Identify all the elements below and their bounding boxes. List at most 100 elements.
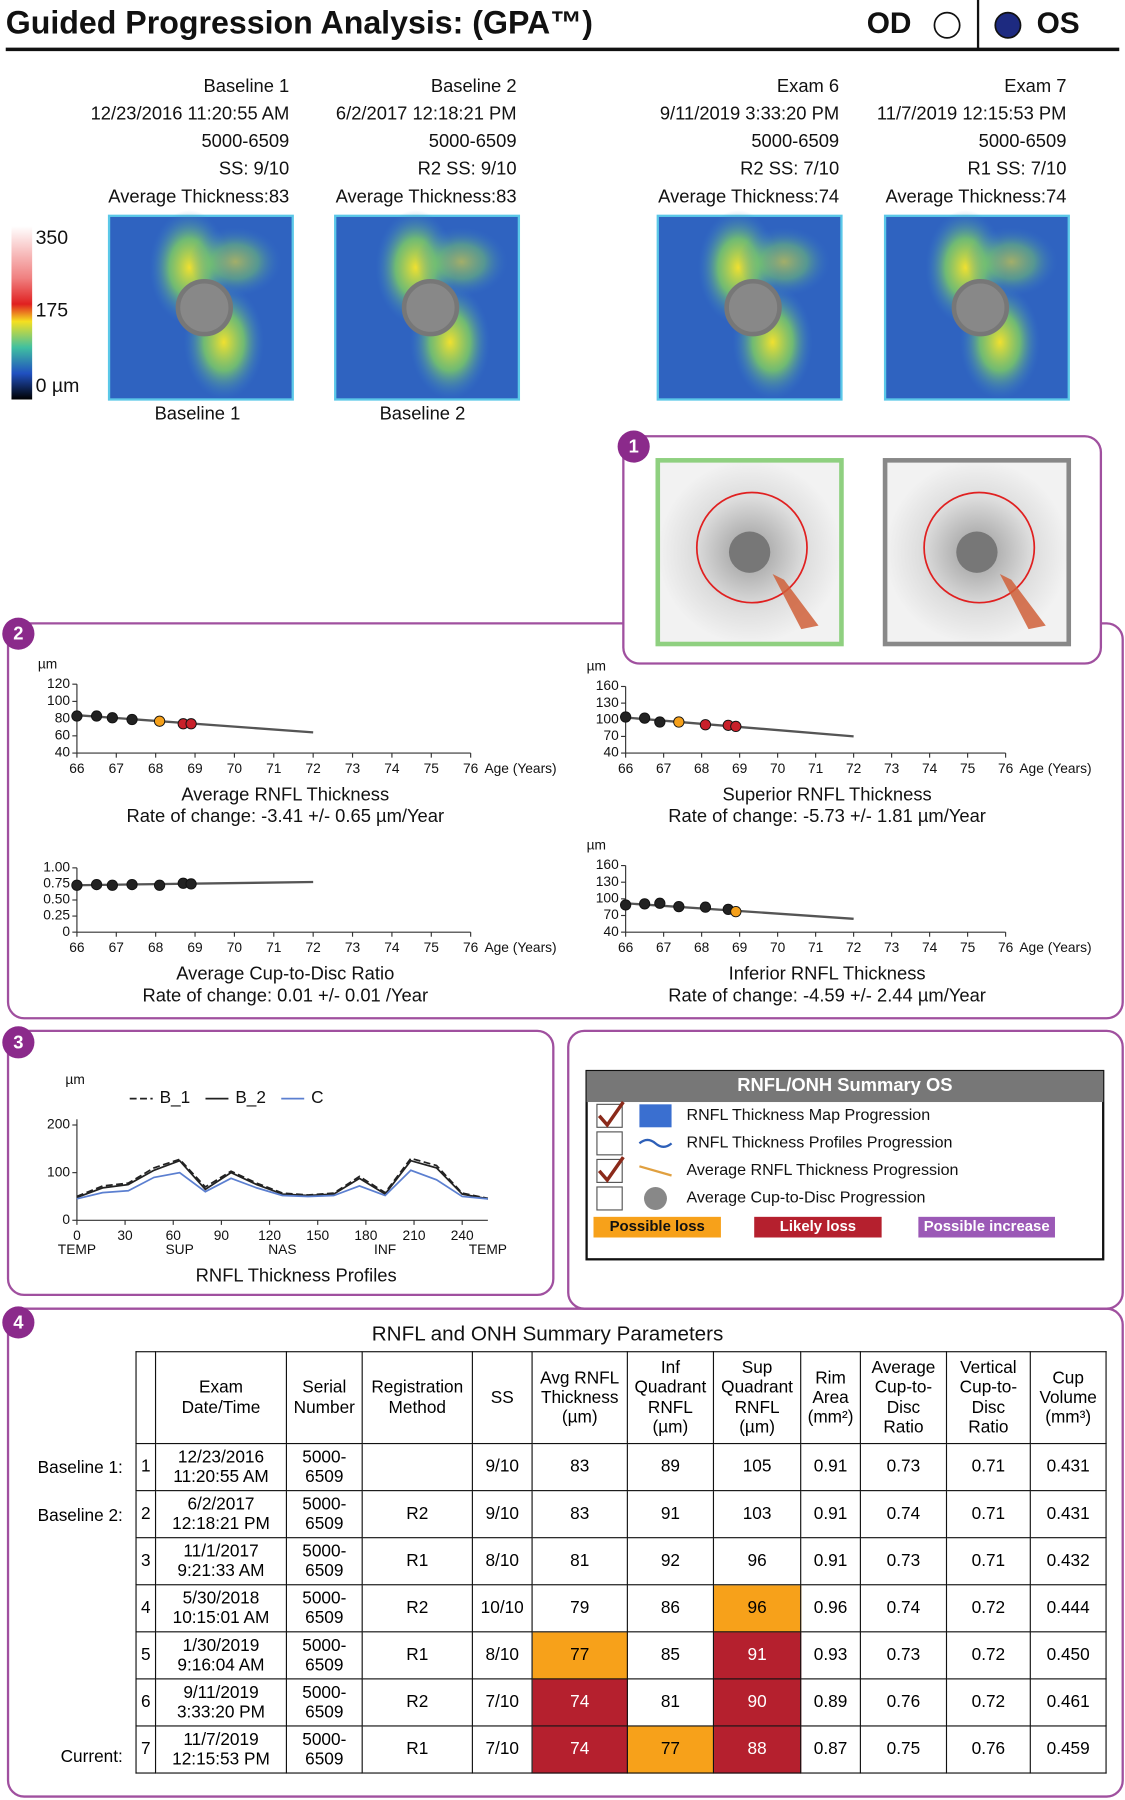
y-axis-label: µm: [38, 656, 57, 671]
table-cell: 91: [712, 1631, 802, 1680]
legend-title: RNFL/ONH Summary OS: [737, 1074, 952, 1095]
table-cell: [361, 1442, 473, 1492]
exam-info: Average Thickness:74: [658, 185, 839, 206]
x-tick-label: 75: [424, 940, 440, 955]
table-row: 4 5/30/2018 10:15:01 AM 5000- 6509 R2 10/10 7…: [135, 1584, 1107, 1633]
table-cell: 79: [531, 1584, 628, 1633]
exam-info: R1 SS: 7/10: [967, 158, 1066, 179]
table-cell: 5000- 6509: [285, 1537, 363, 1586]
data-point: [639, 712, 651, 724]
os-indicator: [994, 11, 1022, 39]
table-cell: 77: [626, 1725, 715, 1774]
table-row: 3 11/1/2017 9:21:33 AM 5000- 6509 R1 8/10 81 9…: [135, 1537, 1107, 1586]
x-tick-label: 90: [214, 1228, 230, 1243]
x-tick-label: 74: [922, 940, 938, 955]
table-cell: 0.87: [800, 1725, 861, 1774]
map-blob: [415, 227, 508, 297]
x-tick-label: 66: [69, 761, 85, 776]
table-cell: 0.91: [800, 1442, 861, 1492]
x-tick-label: 70: [770, 940, 786, 955]
x-region-label: TEMP: [58, 1242, 96, 1257]
exam-info: Baseline 2: [431, 75, 517, 96]
x-tick-label: 66: [69, 940, 85, 955]
section-badge: [617, 430, 650, 463]
status-key-label: Possible increase: [924, 1218, 1050, 1235]
table-cell: 8/10: [471, 1631, 533, 1680]
checkbox: [596, 1131, 623, 1156]
table-cell: 0.74: [859, 1584, 948, 1633]
legend-item: RNFL Thickness Profiles Progression: [686, 1134, 952, 1152]
colorbar-label: 350: [36, 227, 69, 249]
y-tick-label: 130: [596, 695, 619, 710]
data-point: [699, 901, 712, 913]
table-cell: Serial Number: [285, 1351, 363, 1445]
optic-disc: [401, 278, 460, 337]
table-cell: 96: [712, 1537, 802, 1586]
y-tick-label: 1.00: [43, 859, 70, 874]
x-region-label: TEMP: [469, 1242, 507, 1257]
table-cell: Avg RNFL Thickness (µm): [531, 1351, 628, 1445]
table-cell: 0.91: [800, 1490, 861, 1539]
table-cell: 1: [135, 1442, 157, 1492]
x-tick-label: 71: [266, 940, 281, 955]
x-tick-label: 30: [117, 1228, 133, 1243]
table-cell: [135, 1351, 157, 1445]
legend-header: [586, 1071, 1104, 1103]
optic-disc: [951, 278, 1010, 337]
table-cell: 96: [712, 1584, 802, 1633]
table-cell: 81: [531, 1537, 628, 1586]
x-tick-label: 72: [846, 761, 861, 776]
plot-title: Superior RNFL Thickness: [723, 783, 932, 804]
map-caption: Baseline 1: [155, 402, 241, 423]
badge-number: 4: [13, 1311, 24, 1332]
x-region-label: INF: [374, 1242, 396, 1257]
data-point: [90, 710, 103, 722]
icon: [644, 1186, 667, 1210]
table-cell: 6: [135, 1678, 157, 1727]
x-tick-label: 73: [884, 940, 900, 955]
plot-title: RNFL Thickness Profiles: [196, 1264, 397, 1285]
y-axis-label: µm: [65, 1072, 84, 1087]
x-tick-label: 66: [618, 761, 634, 776]
icon: [638, 1138, 673, 1148]
x-tick-label: 70: [227, 761, 243, 776]
table-cell: R1: [361, 1725, 473, 1774]
y-tick-label: 100: [47, 693, 70, 708]
check-mark: [597, 1101, 625, 1128]
table-cell: R1: [361, 1537, 473, 1586]
y-tick-label: 40: [603, 924, 619, 939]
map-caption: Baseline 2: [380, 402, 466, 423]
table-cell: 11/1/2017 9:21:33 AM: [154, 1537, 287, 1586]
x-tick-label: 71: [808, 761, 823, 776]
x-region-label: SUP: [165, 1242, 193, 1257]
x-tick-label: 69: [732, 761, 747, 776]
x-tick-label: 76: [998, 761, 1014, 776]
x-tick-label: 75: [960, 940, 976, 955]
table-cell: 81: [626, 1678, 715, 1727]
data-point: [71, 710, 83, 722]
y-tick-label: 200: [47, 1117, 70, 1132]
table-cell: 83: [531, 1442, 628, 1492]
x-tick-label: 75: [960, 761, 976, 776]
x-tick-label: 73: [345, 940, 361, 955]
badge-number: 1: [629, 436, 639, 457]
table-cell: 0.71: [945, 1537, 1031, 1586]
plot-subtitle: Rate of change: -5.73 +/- 1.81 µm/Year: [668, 805, 986, 826]
x-tick-label: 69: [187, 940, 202, 955]
data-point: [620, 711, 632, 723]
table-cell: 88: [712, 1725, 802, 1774]
x-tick-label: 68: [148, 761, 164, 776]
y-tick-label: 0.50: [43, 892, 70, 907]
table-cell: 5/30/2018 10:15:01 AM: [154, 1584, 287, 1633]
table-cell: 0.444: [1029, 1584, 1107, 1633]
table-cell: Sup Quadrant RNFL (µm): [712, 1351, 802, 1445]
x-tick-label: 67: [109, 761, 124, 776]
y-tick-label: 70: [603, 907, 619, 922]
exam-info: Average Thickness:83: [108, 185, 289, 206]
table-cell: 0.461: [1029, 1678, 1107, 1727]
table-cell: 9/10: [471, 1490, 533, 1539]
table-cell: 5000- 6509: [285, 1584, 363, 1633]
check-mark: [597, 1156, 625, 1183]
